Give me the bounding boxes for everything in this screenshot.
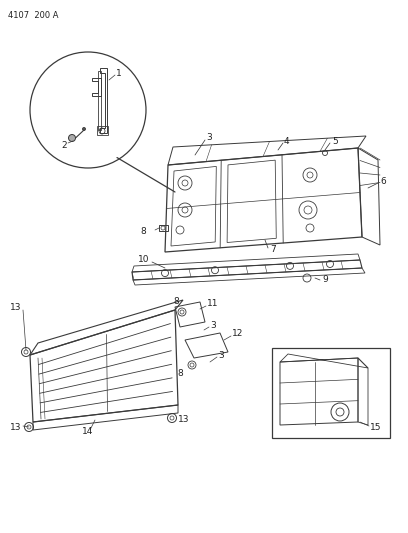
Text: 9: 9 <box>322 276 328 285</box>
Bar <box>272 348 390 438</box>
Text: 15: 15 <box>370 424 381 432</box>
Bar <box>159 225 168 231</box>
Text: 6: 6 <box>380 177 386 187</box>
Text: 11: 11 <box>207 298 219 308</box>
Text: 5: 5 <box>332 136 338 146</box>
Text: 10: 10 <box>138 255 149 264</box>
Text: 14: 14 <box>82 427 93 437</box>
Text: 2: 2 <box>61 141 67 149</box>
Text: 13: 13 <box>10 303 22 311</box>
Text: 3: 3 <box>210 320 216 329</box>
Text: 1: 1 <box>116 69 122 78</box>
Text: 8: 8 <box>177 368 183 377</box>
Text: 3: 3 <box>218 351 224 359</box>
Text: 8: 8 <box>140 227 146 236</box>
Circle shape <box>69 134 75 141</box>
Text: 4: 4 <box>284 136 290 146</box>
Text: 4107  200 A: 4107 200 A <box>8 11 58 20</box>
Text: 7: 7 <box>270 246 276 254</box>
Text: 8: 8 <box>173 297 179 306</box>
Text: 12: 12 <box>232 328 244 337</box>
Text: 3: 3 <box>206 133 212 142</box>
Text: 13: 13 <box>10 424 22 432</box>
Text: 13: 13 <box>178 416 189 424</box>
Circle shape <box>82 127 86 131</box>
